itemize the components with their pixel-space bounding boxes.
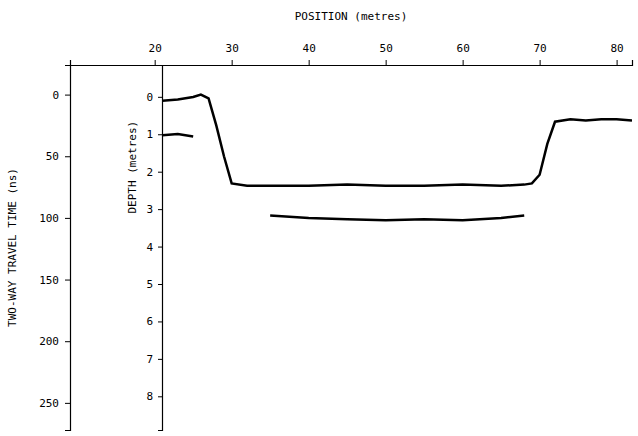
tick-mark [158,172,162,173]
tick-label: 250 [39,397,59,410]
tick: 3 [146,203,162,216]
tick-mark [158,359,162,360]
tick: 5 [146,278,162,291]
tick-label: 50 [46,150,59,163]
tick-mark [158,97,162,98]
tick-label: 60 [457,42,470,55]
reflector-line [162,134,193,136]
tick: 0 [146,91,162,104]
tick-label: 7 [146,353,153,366]
tick-mark [65,156,70,157]
tick: 0 [52,89,70,102]
tick: 6 [146,315,162,328]
tick-label: 30 [226,42,239,55]
tick: 7 [146,353,162,366]
tick-mark [158,321,162,322]
reflector-line [162,95,632,186]
x-axis-line [71,60,633,66]
tick-mark [158,284,162,285]
y2-axis-line [158,66,163,431]
tick: 150 [39,274,70,287]
tick-mark [65,341,70,342]
reflector-line [270,215,524,220]
tick-label: 1 [146,128,153,141]
reflectors [162,95,632,221]
tick-mark [65,218,70,219]
tick-mark [158,396,162,397]
tick-label: 8 [146,390,153,403]
tick: 4 [146,241,162,254]
chart: 20 30 40 50 60 70 80 0 50 100 150 200 250 0 1 2 3 4 5 6 7 8 DE… [0,0,638,436]
tick-label: 50 [380,42,393,55]
tick: 50 [46,150,70,163]
y-axis-line [65,66,71,431]
tick-mark [309,60,310,65]
tick-label: 150 [39,274,59,287]
tick-mark [540,60,541,65]
tick: 250 [39,397,70,410]
y-axis-title: TWO-WAY TRAVEL TIME (ns) [6,168,19,327]
tick-label: 100 [39,212,59,225]
tick-mark [65,403,70,404]
tick: 60 [457,42,470,65]
x-axis: 20 30 40 50 60 70 80 [71,42,633,66]
tick-label: 0 [52,89,59,102]
tick: 70 [533,42,546,65]
tick-mark [617,60,618,65]
tick-mark [65,95,70,96]
tick-label: 5 [146,278,153,291]
tick-label: 80 [610,42,623,55]
tick-mark [463,60,464,65]
tick-label: 2 [146,166,153,179]
tick-mark [386,60,387,65]
y2-axis-title: DEPTH (metres) [126,121,139,214]
tick: 40 [303,42,316,65]
tick: 80 [610,42,623,65]
tick-label: 0 [146,91,153,104]
tick-mark [158,247,162,248]
tick-label: 3 [146,203,153,216]
tick-mark [158,134,162,135]
tick: 30 [226,42,239,65]
y-axis: 0 50 100 150 200 250 [39,66,70,431]
tick: 20 [149,42,162,65]
tick-label: 200 [39,335,59,348]
tick-label: 40 [303,42,316,55]
tick: 8 [146,390,162,403]
tick: 200 [39,335,70,348]
tick-mark [155,60,156,65]
plot: 20 30 40 50 60 70 80 0 50 100 150 200 250 0 1 2 3 4 5 6 7 8 DE… [39,42,632,431]
tick-mark [232,60,233,65]
x-axis-title: POSITION (metres) [295,10,408,23]
tick: 1 [146,128,162,141]
tick-mark [65,280,70,281]
tick-label: 6 [146,315,153,328]
tick-label: 4 [146,241,153,254]
y2-axis: 0 1 2 3 4 5 6 7 8 [146,66,162,431]
tick: 2 [146,166,162,179]
tick-label: 20 [149,42,162,55]
tick-mark [158,209,162,210]
tick: 100 [39,212,70,225]
tick-label: 70 [533,42,546,55]
tick: 50 [380,42,393,65]
